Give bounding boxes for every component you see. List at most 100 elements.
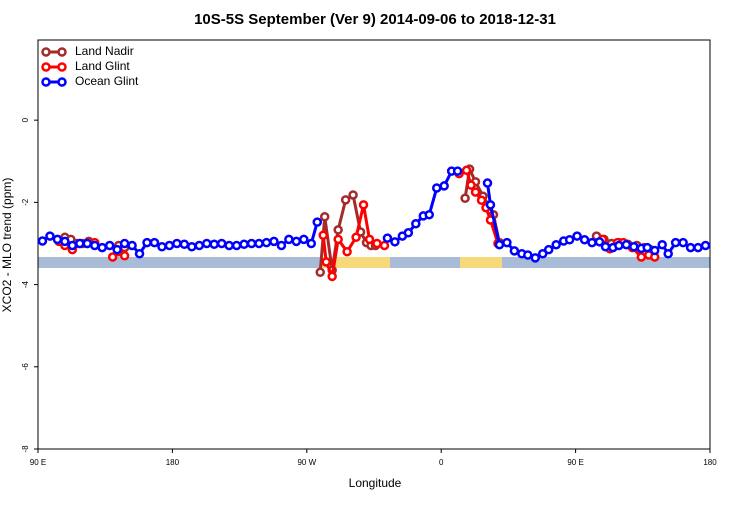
y-tick-label: -6 [21,363,30,371]
point [342,246,352,257]
point [321,257,331,267]
legend-label: Land Glint [75,59,130,73]
point [60,236,70,247]
x-tick-label: 180 [703,458,717,467]
legend-label: Land Nadir [75,44,134,58]
point [104,240,115,251]
map-strip [38,257,710,268]
point [319,212,330,222]
series-line [58,163,651,273]
x-tick-label: 90 W [297,458,316,467]
point [134,248,145,259]
point [201,238,212,249]
point [75,238,85,249]
point [642,242,653,253]
point [460,193,470,204]
point [164,240,175,251]
point [239,239,249,250]
point [97,242,107,253]
point [379,240,390,251]
point [685,242,696,253]
point [502,237,512,248]
point [187,242,197,252]
point [403,228,414,238]
point [452,166,463,176]
point [364,234,375,245]
x-tick-label: 0 [439,458,444,467]
point [107,252,118,262]
point [466,180,476,190]
point [649,245,660,256]
point [224,240,234,251]
point [284,234,294,245]
legend-marker [57,62,67,72]
point [142,237,152,248]
point [246,238,257,249]
point [89,240,100,251]
point [509,246,520,256]
y-tick-label: 0 [21,117,30,122]
point [269,236,279,247]
x-tick-label: 90 E [30,458,46,467]
point [119,238,130,249]
legend-marker [41,62,51,72]
point [678,237,688,248]
point [476,195,487,206]
point [231,240,242,251]
y-tick-label: -8 [21,445,30,453]
point [351,232,361,243]
point [537,248,548,259]
point [424,209,435,220]
point [700,240,711,251]
point [670,237,681,248]
point [663,248,673,259]
point [551,239,561,250]
point [482,178,493,188]
point [572,231,582,241]
point [348,190,358,200]
legend-marker [57,77,67,87]
point [306,238,317,249]
point [276,240,287,251]
point [358,200,369,210]
point [439,181,449,191]
point [67,240,78,251]
point [340,195,351,205]
point [564,235,575,245]
point [530,253,541,263]
point [594,237,605,247]
point [209,239,219,250]
point [312,217,323,227]
point [299,234,309,245]
point [45,231,55,241]
x-axis-label: Longitude [349,476,402,490]
legend-label: Ocean Glint [75,74,139,88]
point [157,242,167,252]
point [621,239,632,250]
point [629,242,639,252]
y-tick-label: -2 [21,198,30,206]
point [390,237,400,247]
point [494,239,505,250]
point [693,242,703,253]
point [579,235,590,245]
x-tick-label: 180 [166,458,180,467]
point [657,239,667,250]
point [411,218,421,229]
y-axis-label: XCO2 - MLO trend (ppm) [0,178,14,313]
point [82,238,93,249]
point [543,244,554,255]
point [587,237,597,248]
point [52,234,63,245]
point [333,234,343,245]
legend-marker [41,47,51,57]
point [318,230,328,241]
point [461,165,472,176]
point [37,236,48,246]
point [112,244,122,255]
point [291,236,302,247]
point [172,238,182,249]
y-tick-label: -4 [21,280,30,288]
point [372,238,382,249]
point [614,240,624,251]
